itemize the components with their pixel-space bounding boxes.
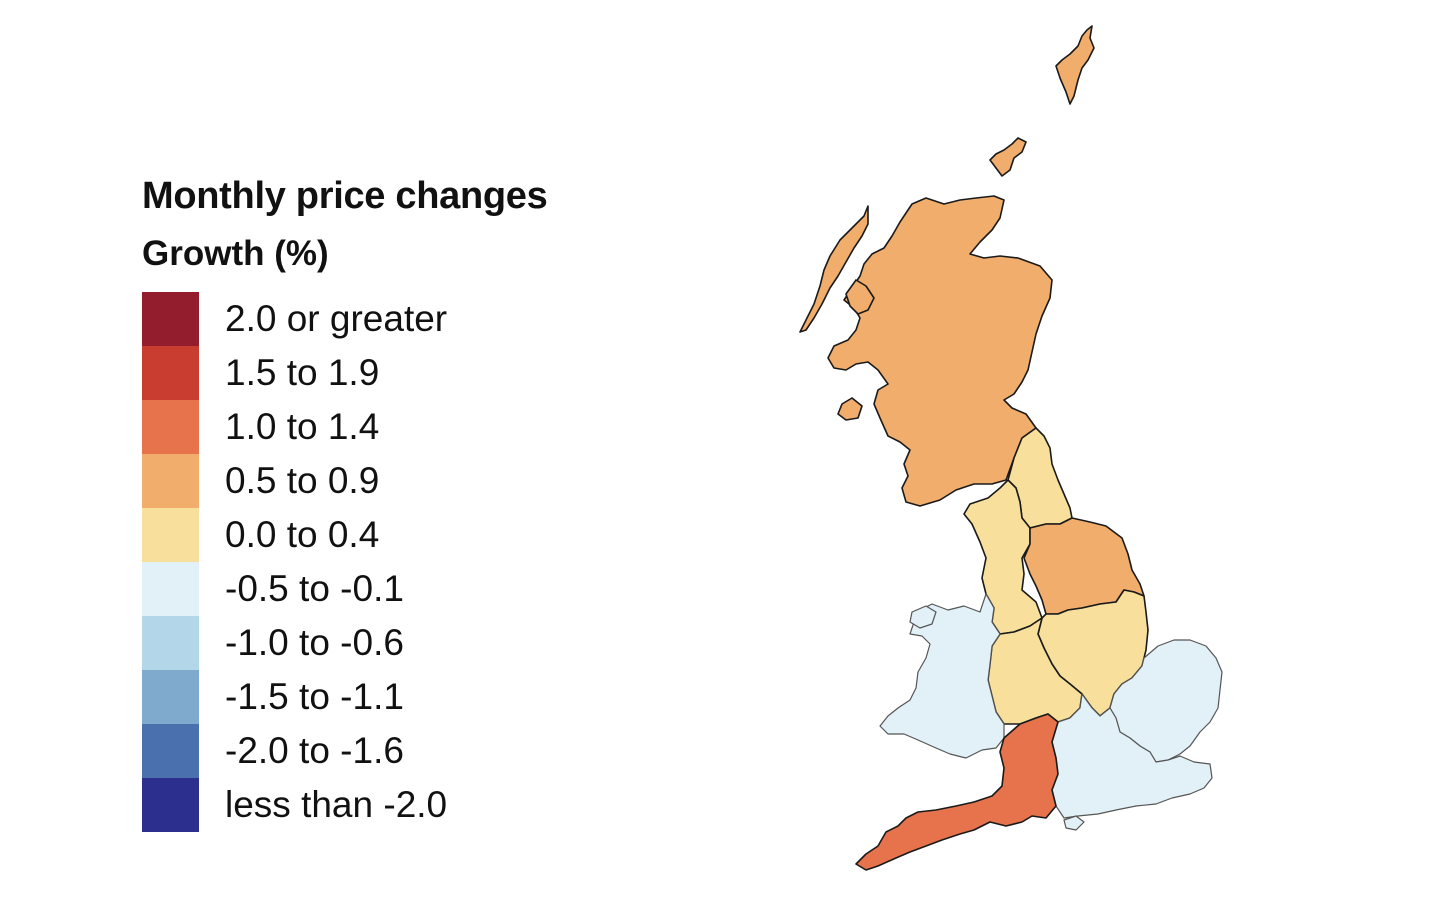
legend-swatch (142, 616, 199, 670)
region-south-west[interactable] (855, 713, 1059, 871)
legend-label: 1.0 to 1.4 (225, 406, 380, 447)
legend-item: -1.0 to -0.6 (142, 616, 547, 670)
legend-label: 0.0 to 0.4 (225, 514, 380, 555)
legend-label: 0.5 to 0.9 (225, 460, 380, 501)
legend-item: 2.0 or greater (142, 292, 547, 346)
legend-swatch (142, 508, 199, 562)
legend-swatch (142, 724, 199, 778)
legend-items: 2.0 or greater 1.5 to 1.9 1.0 to 1.4 0.5… (142, 292, 547, 832)
legend-item: less than -2.0 (142, 778, 547, 832)
legend-swatch (142, 454, 199, 508)
legend-label: -0.5 to -0.1 (225, 568, 404, 609)
region-east-of-england[interactable] (1109, 639, 1223, 763)
region-scotland-skye[interactable] (845, 279, 875, 315)
legend-item: -1.5 to -1.1 (142, 670, 547, 724)
legend-item: 0.5 to 0.9 (142, 454, 547, 508)
legend-item: -2.0 to -1.6 (142, 724, 547, 778)
region-scotland[interactable] (827, 195, 1053, 507)
legend-item: 1.5 to 1.9 (142, 346, 547, 400)
legend-title: Monthly price changes (142, 175, 548, 217)
legend-swatch (142, 778, 199, 832)
legend-item: 0.0 to 0.4 (142, 508, 547, 562)
legend-swatch (142, 670, 199, 724)
legend-item: 1.0 to 1.4 (142, 400, 547, 454)
legend-subtitle: Growth (%) (142, 234, 329, 273)
legend-label: 1.5 to 1.9 (225, 352, 380, 393)
region-wales-anglesey[interactable] (909, 605, 937, 629)
legend-swatch (142, 292, 199, 346)
map-svg (799, 25, 1223, 871)
legend-label: -1.0 to -0.6 (225, 622, 404, 663)
legend-swatch (142, 346, 199, 400)
region-south-east[interactable] (1051, 693, 1213, 819)
region-scotland-orkney[interactable] (989, 137, 1027, 177)
legend-label: -2.0 to -1.6 (225, 730, 404, 771)
legend-item: -0.5 to -0.1 (142, 562, 547, 616)
region-south-east-iow[interactable] (1063, 815, 1085, 831)
region-wales[interactable] (879, 593, 1005, 759)
uk-regional-map (760, 18, 1240, 908)
region-scotland-islay[interactable] (837, 397, 863, 421)
legend-swatch (142, 400, 199, 454)
legend-label: 2.0 or greater (225, 298, 448, 339)
legend-label: -1.5 to -1.1 (225, 676, 404, 717)
legend: Monthly price changes Growth (%) 2.0 or … (142, 170, 548, 832)
region-scotland-hebrides[interactable] (799, 205, 869, 333)
region-scotland-shetland[interactable] (1055, 25, 1095, 105)
legend-swatch (142, 562, 199, 616)
legend-label: less than -2.0 (225, 784, 448, 825)
